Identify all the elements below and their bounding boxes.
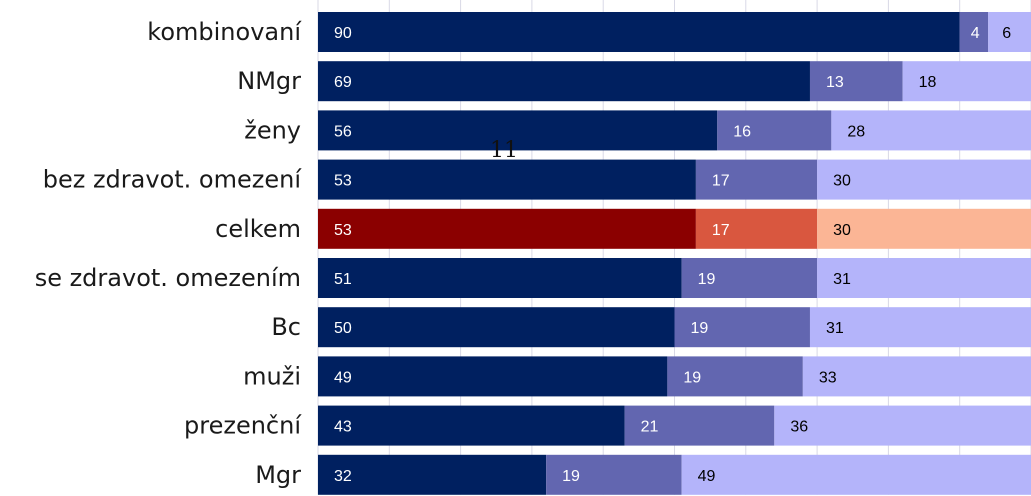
category-label: Mgr	[255, 461, 301, 489]
value-label: 69	[334, 74, 352, 91]
bar-segment	[817, 258, 1031, 298]
bar-segment	[681, 454, 1031, 495]
value-label: 17	[712, 222, 730, 239]
bar-segment	[802, 356, 1031, 397]
value-label: 19	[683, 369, 701, 386]
value-label: 56	[334, 123, 352, 140]
bar-segment	[831, 110, 1031, 151]
bar-segment	[717, 110, 832, 151]
bar-segment	[318, 307, 675, 348]
bar-segment	[318, 356, 668, 397]
value-label: 36	[790, 419, 808, 436]
value-label: 6	[1002, 25, 1011, 42]
value-label: 13	[826, 74, 844, 91]
value-label: 53	[334, 222, 352, 239]
category-label: Bc	[271, 313, 301, 341]
value-label: 50	[334, 320, 352, 337]
bar-segment	[318, 159, 696, 200]
stray-annotation: 11	[490, 138, 518, 163]
category-label: muži	[243, 362, 301, 390]
category-label: prezenční	[184, 412, 302, 440]
category-label: bez zdravot. omezení	[43, 166, 303, 194]
bar-segment	[624, 405, 775, 446]
bar-segment	[988, 12, 1031, 52]
value-label: 33	[819, 369, 837, 386]
bar-segment	[318, 454, 547, 495]
bar-segment	[695, 159, 818, 200]
bar-segment	[318, 61, 810, 102]
bar-segment	[546, 454, 682, 495]
bar-segment-highlight	[695, 208, 818, 249]
value-label: 19	[698, 271, 716, 288]
value-label: 19	[562, 468, 580, 485]
value-label: 49	[334, 369, 352, 386]
value-label: 19	[691, 320, 709, 337]
category-label: kombinovaní	[147, 18, 302, 46]
bar-segment	[318, 12, 960, 52]
bars	[318, 12, 1031, 495]
value-label: 16	[733, 123, 751, 140]
category-labels: kombinovaní NMgr ženy bez zdravot. omezení c…	[35, 18, 303, 489]
bar-segment	[809, 307, 1031, 348]
value-label: 4	[971, 25, 980, 42]
value-label: 30	[833, 173, 851, 190]
value-label: 18	[919, 74, 937, 91]
bar-segment	[774, 405, 1031, 446]
bar-segment	[667, 356, 803, 397]
category-label: se zdravot. omezením	[35, 264, 301, 292]
value-label: 31	[833, 271, 851, 288]
category-label: ženy	[244, 116, 301, 144]
value-label: 31	[826, 320, 844, 337]
value-label: 28	[847, 123, 865, 140]
category-label: celkem	[215, 215, 301, 243]
bar-segment-highlight	[318, 208, 696, 249]
bar-segment	[817, 159, 1031, 200]
bar-segment-highlight	[817, 208, 1031, 249]
bar-segment	[809, 61, 903, 102]
value-label: 32	[334, 468, 352, 485]
value-label: 21	[641, 419, 659, 436]
bar-segment	[959, 12, 989, 52]
value-label: 17	[712, 173, 730, 190]
value-label: 30	[833, 222, 851, 239]
bar-segment	[318, 258, 682, 298]
bar-segment	[674, 307, 810, 348]
value-labels: 90 4 6 69 13 18 56 16 28 53 17 30 53 17 30 51 19 31 50 19 31…	[334, 25, 1011, 485]
value-label: 49	[698, 468, 716, 485]
bar-segment	[318, 110, 718, 151]
category-label: NMgr	[237, 67, 301, 95]
bar-segment	[902, 61, 1031, 102]
bar-segment	[681, 258, 818, 298]
bar-segment	[318, 405, 625, 446]
value-label: 51	[334, 271, 352, 288]
value-label: 43	[334, 419, 352, 436]
value-label: 90	[334, 25, 352, 42]
value-label: 53	[334, 173, 352, 190]
